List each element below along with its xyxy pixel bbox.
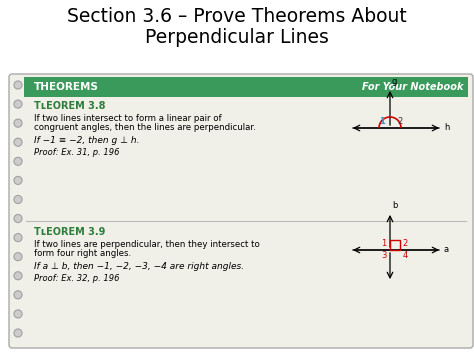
Circle shape [14,272,22,280]
Text: If two lines are perpendicular, then they intersect to: If two lines are perpendicular, then the… [34,240,260,249]
Text: h: h [444,124,449,132]
Text: THEOREMS: THEOREMS [34,82,99,92]
Circle shape [14,253,22,261]
Circle shape [14,234,22,242]
Text: For Your Notebook: For Your Notebook [363,82,464,92]
Bar [24,77,468,97]
Text: If −1 ≡ −2, then g ⊥ h.: If −1 ≡ −2, then g ⊥ h. [34,136,139,145]
Circle shape [14,291,22,299]
Circle shape [14,196,22,203]
Text: Section 3.6 – Prove Theorems About: Section 3.6 – Prove Theorems About [67,7,407,26]
Text: Perpendicular Lines: Perpendicular Lines [145,28,329,47]
Circle shape [14,176,22,184]
Text: 3: 3 [381,251,387,261]
Text: If two lines intersect to form a linear pair of: If two lines intersect to form a linear … [34,114,222,123]
Text: congruent angles, then the lines are perpendicular.: congruent angles, then the lines are per… [34,123,256,132]
Text: Proof: Ex. 31, p. 196: Proof: Ex. 31, p. 196 [34,148,119,157]
Text: b: b [392,201,397,210]
Text: Proof: Ex. 32, p. 196: Proof: Ex. 32, p. 196 [34,274,119,283]
Text: 4: 4 [402,251,408,261]
Circle shape [14,329,22,337]
Bar [390,240,400,250]
Text: 1: 1 [382,240,387,248]
Text: 1: 1 [379,116,385,126]
Circle shape [14,100,22,108]
FancyBboxPatch shape [9,74,473,348]
Circle shape [14,310,22,318]
Circle shape [14,119,22,127]
Circle shape [14,138,22,146]
Text: g: g [392,77,397,86]
Text: 2: 2 [397,116,402,126]
Text: a: a [444,246,449,255]
Circle shape [14,81,22,89]
Circle shape [14,157,22,165]
Circle shape [14,214,22,223]
Text: If a ⊥ b, then −1, −2, −3, −4 are right angles.: If a ⊥ b, then −1, −2, −3, −4 are right … [34,262,244,271]
Text: TʟEOREM 3.8: TʟEOREM 3.8 [34,101,106,111]
Text: form four right angles.: form four right angles. [34,249,131,258]
Text: 2: 2 [402,240,408,248]
Text: TʟEOREM 3.9: TʟEOREM 3.9 [34,227,105,237]
